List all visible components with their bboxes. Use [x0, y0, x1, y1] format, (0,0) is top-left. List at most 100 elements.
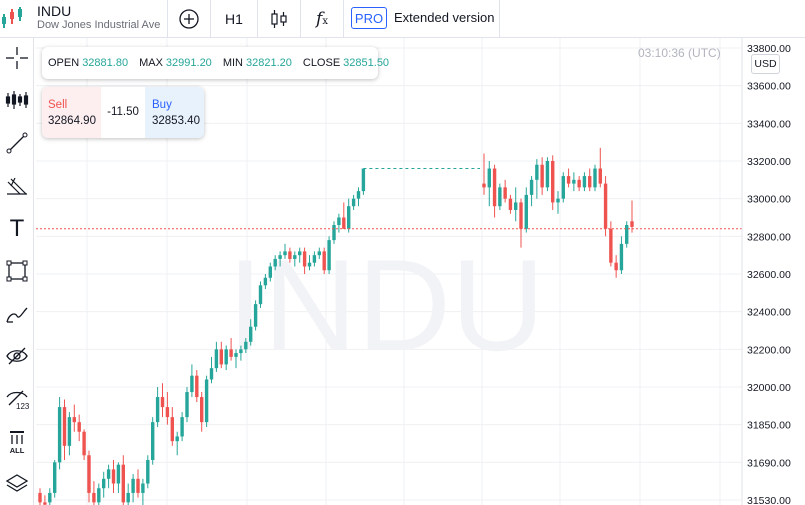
candle[interactable]	[556, 191, 560, 214]
candle[interactable]	[278, 251, 282, 267]
candle[interactable]	[322, 247, 326, 274]
fib-tool[interactable]	[0, 169, 34, 203]
candle[interactable]	[347, 198, 351, 233]
candle[interactable]	[307, 255, 312, 271]
candle[interactable]	[529, 176, 534, 207]
candle[interactable]	[498, 183, 502, 210]
candle[interactable]	[524, 187, 528, 233]
candle[interactable]	[126, 483, 130, 505]
candle[interactable]	[77, 414, 81, 442]
candle[interactable]	[146, 455, 150, 489]
candle[interactable]	[92, 481, 96, 505]
candle[interactable]	[302, 247, 307, 274]
candle[interactable]	[492, 164, 497, 218]
candle[interactable]	[239, 345, 243, 361]
sell-button[interactable]: Sell 32864.90	[42, 87, 101, 138]
candle[interactable]	[577, 176, 581, 192]
candle[interactable]	[106, 464, 111, 489]
candle[interactable]	[224, 345, 228, 371]
candle[interactable]	[160, 383, 165, 418]
candle[interactable]	[630, 200, 634, 233]
candle[interactable]	[273, 255, 277, 271]
candle[interactable]	[57, 397, 62, 470]
layers-tool[interactable]	[0, 467, 34, 501]
candle[interactable]	[67, 412, 72, 456]
candle[interactable]	[283, 243, 287, 259]
candle[interactable]	[317, 247, 321, 259]
candle[interactable]	[351, 194, 356, 210]
candle[interactable]	[82, 429, 86, 460]
hide-numbers-tool[interactable]: 123	[0, 382, 34, 416]
candle[interactable]	[87, 450, 91, 503]
candle[interactable]	[545, 157, 550, 192]
candle[interactable]	[582, 172, 587, 192]
candle[interactable]	[131, 474, 135, 503]
candle[interactable]	[180, 412, 184, 442]
trend-line-tool[interactable]	[0, 126, 34, 160]
rectangle-tool[interactable]	[0, 254, 34, 288]
candle[interactable]	[614, 255, 618, 278]
candle[interactable]	[572, 172, 576, 192]
candle[interactable]	[214, 341, 219, 372]
candle[interactable]	[72, 404, 76, 432]
candle[interactable]	[62, 399, 67, 460]
candle[interactable]	[337, 213, 341, 233]
candle[interactable]	[155, 387, 160, 428]
candle[interactable]	[175, 431, 179, 456]
candle[interactable]	[588, 168, 592, 192]
delete-all-tool[interactable]: ALL	[0, 425, 34, 459]
candle[interactable]	[151, 417, 155, 465]
indicators-tool[interactable]	[0, 83, 34, 117]
candle[interactable]	[332, 221, 336, 244]
candle[interactable]	[219, 341, 223, 369]
symbol-name[interactable]: INDU	[37, 3, 72, 19]
candle[interactable]	[204, 375, 209, 428]
candle[interactable]	[263, 274, 268, 290]
candle[interactable]	[268, 262, 272, 282]
candle[interactable]	[195, 370, 199, 403]
candle[interactable]	[170, 407, 174, 446]
candle[interactable]	[298, 247, 302, 263]
candle[interactable]	[136, 469, 140, 498]
compare-button[interactable]	[168, 0, 210, 38]
candle[interactable]	[141, 478, 145, 505]
candle[interactable]	[165, 392, 170, 425]
candle[interactable]	[356, 187, 361, 207]
brush-tool[interactable]	[0, 297, 34, 331]
candle[interactable]	[43, 495, 47, 505]
candle[interactable]	[593, 164, 597, 192]
buy-button[interactable]: Buy 32853.40	[145, 87, 204, 138]
candle[interactable]	[185, 387, 189, 423]
currency-button[interactable]: USD	[751, 54, 780, 74]
candle[interactable]	[519, 198, 523, 248]
candle[interactable]	[116, 462, 121, 493]
candle[interactable]	[209, 356, 214, 384]
candle[interactable]	[342, 202, 346, 229]
candle[interactable]	[514, 187, 518, 222]
candle[interactable]	[111, 459, 116, 493]
candle[interactable]	[53, 459, 57, 498]
candle[interactable]	[598, 147, 602, 188]
candle[interactable]	[253, 300, 258, 331]
candle[interactable]	[48, 488, 52, 505]
candle[interactable]	[508, 194, 513, 214]
candle[interactable]	[288, 247, 292, 263]
pro-badge[interactable]: PRO	[351, 7, 387, 29]
candle[interactable]	[482, 153, 486, 195]
candle[interactable]	[561, 172, 565, 203]
candle[interactable]	[535, 159, 539, 199]
candle[interactable]	[540, 157, 544, 195]
chart-type-button[interactable]	[258, 0, 300, 38]
candle[interactable]	[312, 251, 317, 267]
candle[interactable]	[97, 483, 101, 505]
candle[interactable]	[190, 364, 194, 398]
candle[interactable]	[603, 176, 608, 237]
hide-drawings-tool[interactable]	[0, 339, 34, 373]
candle[interactable]	[293, 251, 297, 267]
candle[interactable]	[487, 161, 491, 207]
candle[interactable]	[361, 168, 366, 195]
timeframe-button[interactable]: H1	[225, 11, 243, 27]
candle[interactable]	[102, 471, 106, 498]
extended-version-link[interactable]: Extended version	[394, 10, 495, 25]
